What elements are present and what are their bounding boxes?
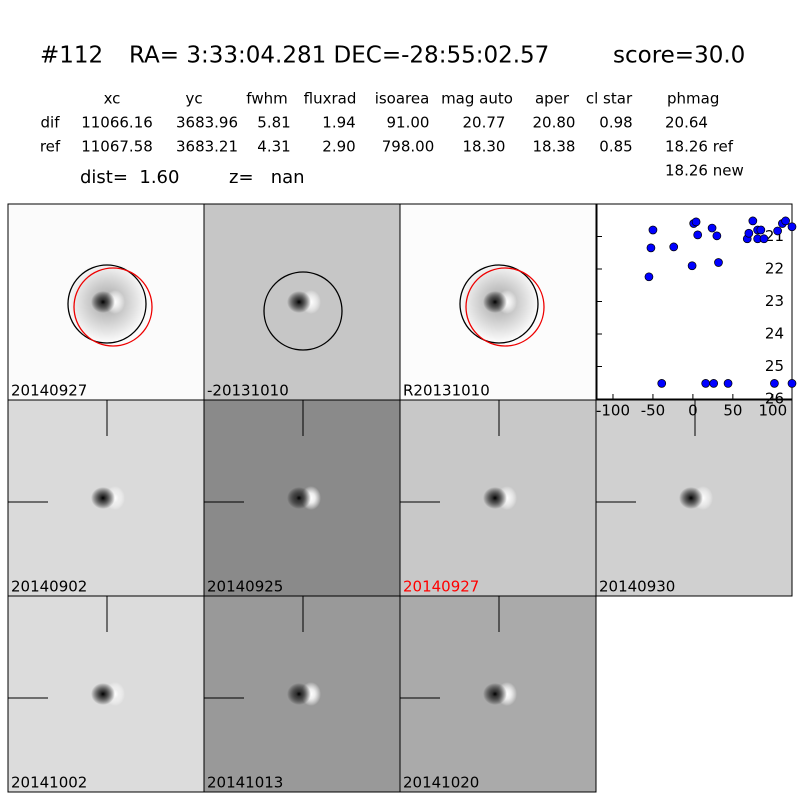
- point: [646, 243, 656, 253]
- cell: 20.64: [665, 114, 708, 132]
- cell: 91.00: [387, 114, 430, 132]
- point: [669, 242, 679, 252]
- point: [744, 228, 754, 238]
- column-header: yc: [185, 90, 202, 108]
- cell: 11066.16: [81, 114, 153, 132]
- cell: 18.38: [533, 138, 576, 156]
- cell: 798.00: [382, 138, 435, 156]
- aperture: [459, 264, 539, 344]
- source-dark: [287, 291, 311, 313]
- cell: 1.94: [322, 114, 355, 132]
- score: score=30.0: [613, 43, 745, 69]
- point: [712, 231, 722, 241]
- point: [787, 379, 797, 388]
- x-tick-label: 50: [723, 402, 742, 420]
- x-tick-label: -100: [596, 402, 630, 420]
- tile-label: 20141020: [403, 774, 479, 792]
- source-dark: [483, 683, 507, 705]
- tile-label: 20141002: [11, 774, 87, 792]
- y-tick-label: 23: [765, 292, 784, 310]
- column-header: cl star: [586, 90, 633, 108]
- tile-label: 20140930: [599, 578, 675, 596]
- cell: 0.98: [599, 114, 632, 132]
- cell: 18.26 ref: [665, 138, 734, 156]
- row-label: ref: [40, 138, 61, 156]
- cell: 3683.96: [176, 114, 238, 132]
- column-header: isoarea: [375, 90, 430, 108]
- y-tick-label: 24: [765, 325, 784, 343]
- tile-label: 20140927: [403, 578, 479, 596]
- tile-label: 20140925: [207, 578, 283, 596]
- point: [657, 379, 667, 388]
- cell: 2.90: [322, 138, 355, 156]
- aperture-ref: [73, 267, 153, 347]
- y-tick-label: 25: [765, 357, 784, 375]
- tile-label: -20131010: [207, 382, 289, 400]
- source-dark: [483, 291, 507, 313]
- cell: 4.31: [257, 138, 290, 156]
- point: [644, 272, 654, 282]
- aperture: [263, 271, 343, 351]
- point: [687, 261, 697, 271]
- z: z= nan: [229, 167, 305, 188]
- source-dark: [287, 683, 311, 705]
- column-header: mag auto: [441, 90, 513, 108]
- point: [773, 226, 782, 236]
- cell: 20.77: [463, 114, 506, 132]
- cell: 3683.21: [176, 138, 238, 156]
- dist: dist= 1.60: [80, 167, 179, 188]
- point: [748, 216, 758, 226]
- phmag-new: 18.26 new: [665, 162, 744, 180]
- y-tick-label: 22: [765, 260, 784, 278]
- aperture-ref: [465, 267, 545, 347]
- x-tick-label: -50: [641, 402, 666, 420]
- source-dark: [91, 683, 115, 705]
- tile-label: 20140927: [11, 382, 87, 400]
- point: [787, 222, 797, 232]
- x-tick-label: 100: [758, 402, 787, 420]
- cell: 11067.58: [81, 138, 153, 156]
- point: [756, 225, 766, 235]
- column-header: fluxrad: [304, 90, 357, 108]
- point: [701, 379, 711, 388]
- aperture: [67, 264, 147, 344]
- tile-label: 20141013: [207, 774, 283, 792]
- tile-label: 20140902: [11, 578, 87, 596]
- tile-label: R20131010: [403, 382, 490, 400]
- source-dark: [483, 487, 507, 509]
- source-dark: [679, 487, 703, 509]
- point: [770, 379, 779, 388]
- source-dark: [91, 291, 115, 313]
- point: [723, 379, 733, 388]
- cell: 20.80: [533, 114, 576, 132]
- x-tick-label: 0: [688, 402, 698, 420]
- source-dark: [287, 487, 311, 509]
- cell: 0.85: [599, 138, 632, 156]
- point: [691, 217, 701, 227]
- point: [759, 234, 769, 244]
- point: [707, 223, 717, 233]
- point: [714, 258, 723, 267]
- column-header: phmag: [667, 90, 719, 108]
- point: [781, 216, 790, 226]
- point: [709, 379, 719, 388]
- y-tick-label: 26: [765, 390, 784, 408]
- coordinates: RA= 3:33:04.281 DEC=-28:55:02.57: [129, 43, 549, 69]
- source-dark: [91, 487, 115, 509]
- cell: 5.81: [257, 114, 290, 132]
- point: [693, 230, 703, 240]
- column-header: fwhm: [246, 90, 287, 108]
- column-header: xc: [104, 90, 121, 108]
- point: [648, 225, 658, 235]
- row-label: dif: [41, 114, 61, 132]
- candidate-id: #112: [40, 43, 103, 69]
- column-header: aper: [535, 90, 570, 108]
- cell: 18.30: [463, 138, 506, 156]
